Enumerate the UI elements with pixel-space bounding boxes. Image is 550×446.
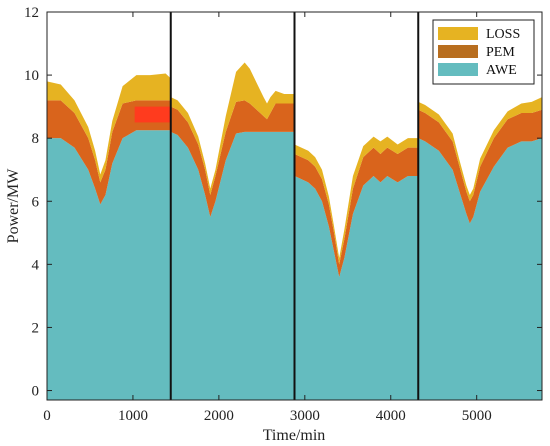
x-tick-label: 0 <box>43 408 51 424</box>
legend-swatch-awe <box>438 63 478 76</box>
y-tick-label: 8 <box>32 131 40 147</box>
legend-swatch-pem <box>438 45 478 58</box>
y-tick-label: 0 <box>32 384 40 400</box>
x-tick-label: 4000 <box>376 408 406 424</box>
y-axis-ticks: 0 2 4 6 8 10 12 <box>24 5 542 400</box>
y-tick-label: 6 <box>32 194 40 210</box>
x-axis-ticks: 0 1000 2000 3000 4000 5000 <box>43 12 492 424</box>
x-tick-label: 5000 <box>462 408 492 424</box>
y-axis-label: Power/MW <box>5 168 22 244</box>
highlight-band <box>134 106 171 123</box>
y-tick-label: 2 <box>32 320 40 336</box>
x-tick-label: 1000 <box>118 408 148 424</box>
legend-swatch-loss <box>438 27 478 40</box>
legend-label-loss: LOSS <box>486 27 520 42</box>
legend-label-pem: PEM <box>486 45 515 60</box>
y-tick-label: 12 <box>24 5 39 21</box>
period-dividers <box>169 12 420 400</box>
x-axis-label: Time/min <box>263 427 326 444</box>
legend: LOSS PEM AWE <box>432 19 535 85</box>
y-tick-label: 4 <box>32 257 40 273</box>
y-tick-label: 10 <box>24 68 39 84</box>
x-tick-label: 3000 <box>290 408 320 424</box>
x-tick-label: 2000 <box>204 408 234 424</box>
legend-label-awe: AWE <box>486 63 517 78</box>
plot-frame <box>46 11 543 401</box>
